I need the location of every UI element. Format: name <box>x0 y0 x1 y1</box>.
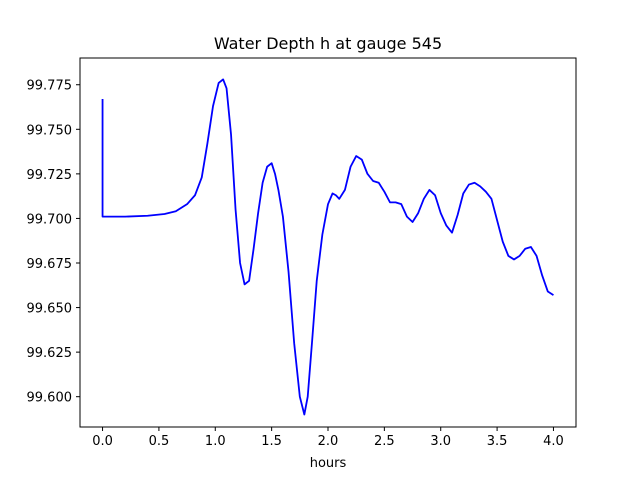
x-tick-label: 2.5 <box>374 434 395 449</box>
x-tick-label: 1.0 <box>205 434 226 449</box>
x-tick-label: 3.5 <box>487 434 508 449</box>
x-tick-label: 0.0 <box>92 434 113 449</box>
y-tick-label: 99.650 <box>27 302 73 317</box>
chart-title: Water Depth h at gauge 545 <box>214 34 442 53</box>
y-tick-label: 99.775 <box>27 79 73 94</box>
x-tick-label: 0.5 <box>149 434 170 449</box>
plot-area: 0.0 0.5 1.0 1.5 2.0 2.5 3.0 3.5 4.0 99.600 99.625 9… <box>27 57 577 449</box>
y-tick-label: 99.625 <box>27 346 73 361</box>
series-line-0 <box>101 78 554 416</box>
x-tick-label: 4.0 <box>543 434 564 449</box>
y-tick-label: 99.725 <box>27 168 73 183</box>
x-tick-label: 2.0 <box>318 434 339 449</box>
x-tick-label: 3.0 <box>430 434 451 449</box>
x-tick-label: 1.5 <box>261 434 282 449</box>
y-tick-label: 99.750 <box>27 123 73 138</box>
y-tick-label: 99.700 <box>27 212 73 227</box>
x-axis-label: hours <box>310 456 347 471</box>
y-tick-label: 99.675 <box>27 257 73 272</box>
y-tick-label: 99.600 <box>27 391 73 406</box>
